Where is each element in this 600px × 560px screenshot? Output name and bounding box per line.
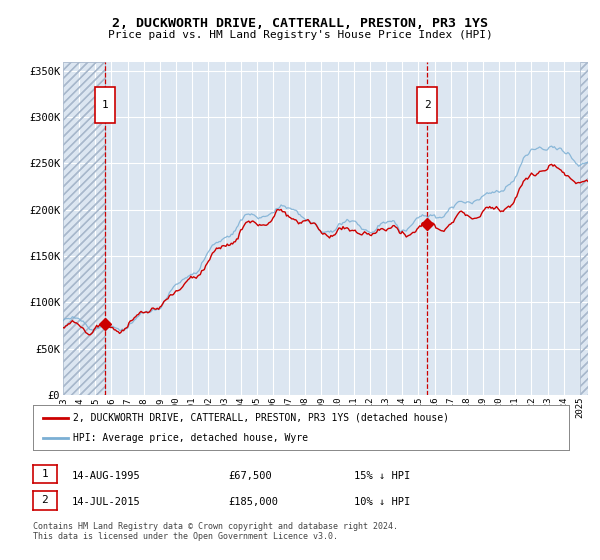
Text: 1: 1	[41, 469, 49, 479]
Text: Contains HM Land Registry data © Crown copyright and database right 2024.: Contains HM Land Registry data © Crown c…	[33, 522, 398, 531]
Text: This data is licensed under the Open Government Licence v3.0.: This data is licensed under the Open Gov…	[33, 532, 338, 541]
Text: 10% ↓ HPI: 10% ↓ HPI	[354, 497, 410, 507]
FancyBboxPatch shape	[417, 87, 437, 123]
Bar	[63, 62, 106, 395]
Bar	[63, 62, 106, 395]
Text: 2, DUCKWORTH DRIVE, CATTERALL, PRESTON, PR3 1YS: 2, DUCKWORTH DRIVE, CATTERALL, PRESTON, …	[112, 17, 488, 30]
Text: 15% ↓ HPI: 15% ↓ HPI	[354, 471, 410, 481]
Bar	[580, 62, 588, 395]
Bar	[580, 62, 588, 395]
Bar	[63, 62, 106, 395]
Text: 14-AUG-1995: 14-AUG-1995	[72, 471, 141, 481]
Text: HPI: Average price, detached house, Wyre: HPI: Average price, detached house, Wyre	[73, 433, 308, 443]
Text: Price paid vs. HM Land Registry's House Price Index (HPI): Price paid vs. HM Land Registry's House …	[107, 30, 493, 40]
Text: 1: 1	[102, 100, 109, 110]
Bar	[580, 62, 588, 395]
Text: £67,500: £67,500	[228, 471, 272, 481]
Text: 14-JUL-2015: 14-JUL-2015	[72, 497, 141, 507]
FancyBboxPatch shape	[95, 87, 115, 123]
Text: 2: 2	[424, 100, 430, 110]
Text: 2, DUCKWORTH DRIVE, CATTERALL, PRESTON, PR3 1YS (detached house): 2, DUCKWORTH DRIVE, CATTERALL, PRESTON, …	[73, 413, 449, 423]
Text: 2: 2	[41, 496, 49, 505]
Text: £185,000: £185,000	[228, 497, 278, 507]
